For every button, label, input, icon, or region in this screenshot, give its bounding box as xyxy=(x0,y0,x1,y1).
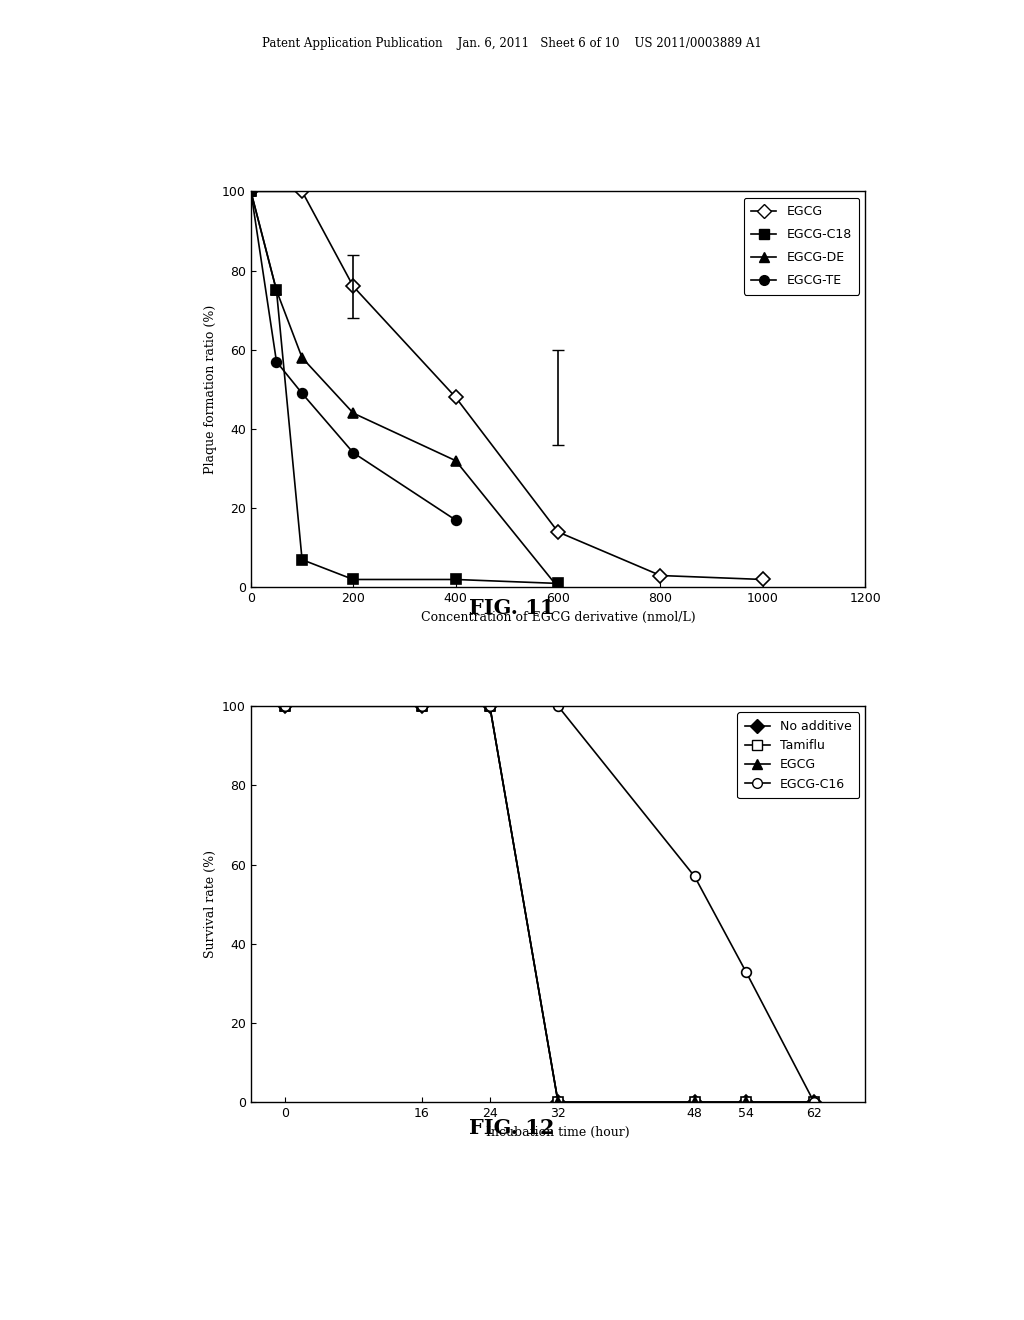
Text: Patent Application Publication    Jan. 6, 2011   Sheet 6 of 10    US 2011/000388: Patent Application Publication Jan. 6, 2… xyxy=(262,37,762,50)
X-axis label: Concentration of EGCG derivative (nmol/L): Concentration of EGCG derivative (nmol/L… xyxy=(421,611,695,624)
Legend: No additive, Tamiflu, EGCG, EGCG-C16: No additive, Tamiflu, EGCG, EGCG-C16 xyxy=(737,713,859,799)
Legend: EGCG, EGCG-C18, EGCG-DE, EGCG-TE: EGCG, EGCG-C18, EGCG-DE, EGCG-TE xyxy=(743,198,859,294)
X-axis label: Incubation time (hour): Incubation time (hour) xyxy=(486,1126,630,1139)
Text: FIG. 12: FIG. 12 xyxy=(469,1118,555,1138)
Text: FIG. 11: FIG. 11 xyxy=(469,598,555,618)
Y-axis label: Survival rate (%): Survival rate (%) xyxy=(204,850,217,958)
Y-axis label: Plaque formation ratio (%): Plaque formation ratio (%) xyxy=(204,305,217,474)
